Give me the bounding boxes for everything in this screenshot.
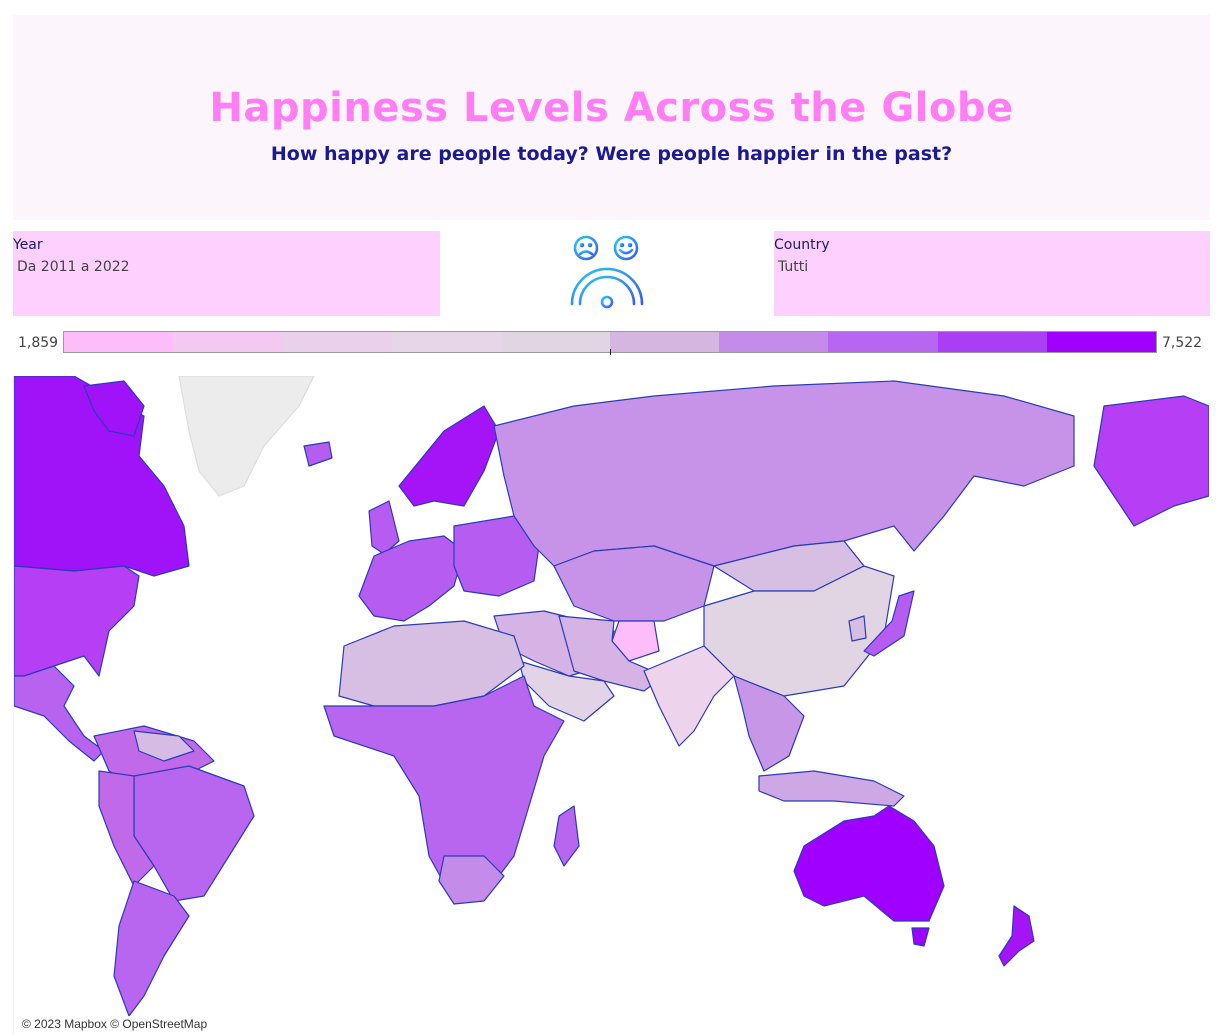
legend-swatch-5: [610, 332, 720, 352]
region-tasmania[interactable]: [911, 927, 930, 947]
country-filter-label: Country: [774, 237, 830, 253]
region-venezuela[interactable]: [133, 730, 195, 762]
happiness-meter-icon: [566, 234, 648, 314]
region-nordics[interactable]: [398, 405, 500, 507]
region-iceland[interactable]: [303, 441, 333, 467]
legend-swatch-6: [719, 332, 829, 352]
region-western-europe[interactable]: [358, 535, 465, 622]
region-canada-islands[interactable]: [83, 380, 145, 437]
country-filter[interactable]: Country Tutti: [774, 231, 1210, 316]
region-south-africa[interactable]: [438, 855, 505, 905]
region-afghanistan[interactable]: [611, 620, 660, 662]
dashboard-header: Happiness Levels Across the Globe How ha…: [13, 15, 1210, 220]
legend-swatch-8: [937, 332, 1047, 352]
legend-swatch-4: [500, 332, 611, 352]
map-attribution[interactable]: © 2023 Mapbox © OpenStreetMap: [18, 1016, 212, 1032]
region-united-states[interactable]: [14, 565, 140, 677]
region-madagascar[interactable]: [553, 805, 580, 867]
region-indonesia[interactable]: [758, 770, 905, 807]
region-southeast-asia[interactable]: [733, 675, 805, 772]
color-legend: [63, 331, 1157, 353]
legend-swatch-0: [64, 332, 174, 352]
region-new-zealand[interactable]: [998, 905, 1035, 967]
region-north-africa[interactable]: [338, 620, 525, 707]
legend-swatch-2: [282, 332, 392, 352]
legend-marker: [610, 349, 611, 355]
legend-swatch-7: [828, 332, 938, 352]
region-india[interactable]: [643, 645, 735, 747]
page-title: Happiness Levels Across the Globe: [209, 85, 1014, 131]
region-korea[interactable]: [848, 615, 867, 642]
region-australia[interactable]: [793, 805, 945, 922]
page-subtitle: How happy are people today? Were people …: [270, 143, 953, 165]
legend-min-label: 1,859: [18, 335, 59, 351]
region-russia[interactable]: [493, 380, 1075, 567]
year-filter-label: Year: [13, 237, 43, 253]
region-mexico-central-america[interactable]: [14, 665, 105, 762]
legend-swatch-3: [391, 332, 501, 352]
country-filter-value[interactable]: Tutti: [778, 259, 809, 275]
legend-swatch-9: [1046, 332, 1157, 352]
region-alaska[interactable]: [1093, 395, 1209, 527]
legend-swatch-1: [173, 332, 283, 352]
world-map[interactable]: [13, 376, 1209, 1034]
year-filter-value[interactable]: Da 2011 a 2022: [17, 259, 130, 275]
legend-max-label: 7,522: [1162, 335, 1203, 351]
region-brazil[interactable]: [133, 765, 255, 902]
region-south-america-west[interactable]: [98, 770, 155, 887]
region-uk[interactable]: [368, 500, 400, 555]
region-sub-saharan-africa[interactable]: [323, 675, 565, 902]
region-chile-argentina[interactable]: [113, 880, 190, 1017]
region-japan[interactable]: [863, 590, 915, 657]
year-filter[interactable]: Year Da 2011 a 2022: [13, 231, 440, 316]
region-saudi-arabia[interactable]: [518, 660, 615, 722]
region-greenland[interactable]: [178, 376, 315, 497]
